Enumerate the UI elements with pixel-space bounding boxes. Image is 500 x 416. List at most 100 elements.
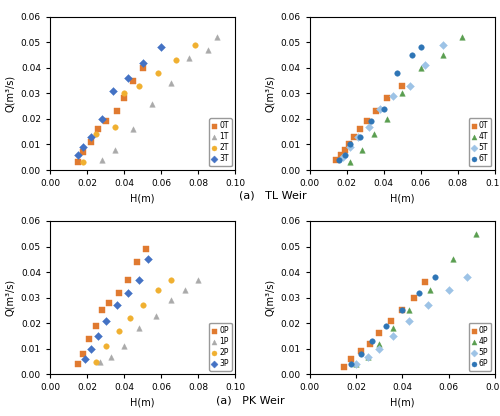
6T [417,44,425,51]
6T [392,69,400,76]
3P [124,289,132,296]
0T [356,126,364,132]
Legend: 0P, 4P, 5P, 6P: 0P, 4P, 5P, 6P [468,323,491,371]
3T [98,116,106,122]
0T [384,95,392,102]
5P [389,333,397,339]
1P [152,312,160,319]
3T [80,144,88,150]
4T [358,146,366,153]
5P [364,353,372,360]
2P [126,315,134,322]
4P [364,353,372,360]
2T [111,123,119,130]
2P [102,343,110,349]
4T [458,34,466,40]
2T [172,57,180,63]
5P [463,274,471,280]
1P [194,277,202,283]
1P [135,325,143,332]
5T [439,42,447,48]
4P [352,361,360,367]
Legend: 0P, 1P, 2P, 3P: 0P, 1P, 2P, 3P [209,323,232,371]
0T [130,77,138,84]
4P [472,230,480,237]
0P [386,317,394,324]
X-axis label: H(m): H(m) [130,398,155,408]
4T [346,159,354,166]
6T [335,156,343,163]
6P [356,351,364,357]
2P [138,302,146,309]
3P [81,356,89,362]
4P [426,287,434,293]
X-axis label: H(m): H(m) [390,193,414,204]
0T [341,146,349,153]
5P [405,317,413,324]
6T [380,105,388,112]
2P [154,287,162,293]
2T [80,159,88,166]
1T [148,100,156,107]
0T [398,82,406,89]
6T [356,134,364,140]
5T [376,105,384,112]
1P [120,343,128,349]
0P [410,295,418,301]
6P [398,307,406,314]
Y-axis label: Q(m³/s): Q(m³/s) [265,75,275,112]
Text: (a)   TL Weir: (a) TL Weir [238,191,306,201]
1P [182,287,190,293]
1T [213,34,221,40]
5P [352,361,360,367]
0P [398,307,406,314]
4P [389,325,397,332]
Y-axis label: Q(m³/s): Q(m³/s) [265,279,275,316]
2T [135,82,143,89]
4T [370,131,378,138]
6P [382,322,390,329]
5T [389,93,397,99]
3T [138,59,146,66]
1P [96,358,104,365]
1T [185,54,193,61]
0P [366,340,374,347]
3T [124,75,132,82]
Text: (a)   PK Weir: (a) PK Weir [216,396,284,406]
4P [450,256,458,262]
4T [398,90,406,97]
3P [112,302,121,309]
0T [337,151,345,158]
6T [367,118,375,125]
0P [340,364,348,370]
4P [405,307,413,314]
0P [98,307,106,314]
3T [87,134,95,140]
5T [339,154,347,161]
0P [375,330,383,337]
0P [356,348,364,355]
0T [344,141,352,148]
5T [420,62,428,69]
4P [375,340,383,347]
3P [87,346,95,352]
Y-axis label: Q(m³/s): Q(m³/s) [6,279,16,316]
6T [341,151,349,158]
1P [107,353,115,360]
5P [424,302,432,309]
1P [166,297,174,304]
3P [144,256,152,262]
3P [102,317,110,324]
3T [157,44,165,51]
6P [430,274,438,280]
3P [94,333,102,339]
1T [111,146,119,153]
2T [190,42,198,48]
0T [372,108,380,114]
0T [332,156,340,163]
X-axis label: H(m): H(m) [130,193,155,204]
5P [444,287,452,293]
0T [363,118,371,125]
0T [74,159,82,166]
6P [348,361,356,367]
